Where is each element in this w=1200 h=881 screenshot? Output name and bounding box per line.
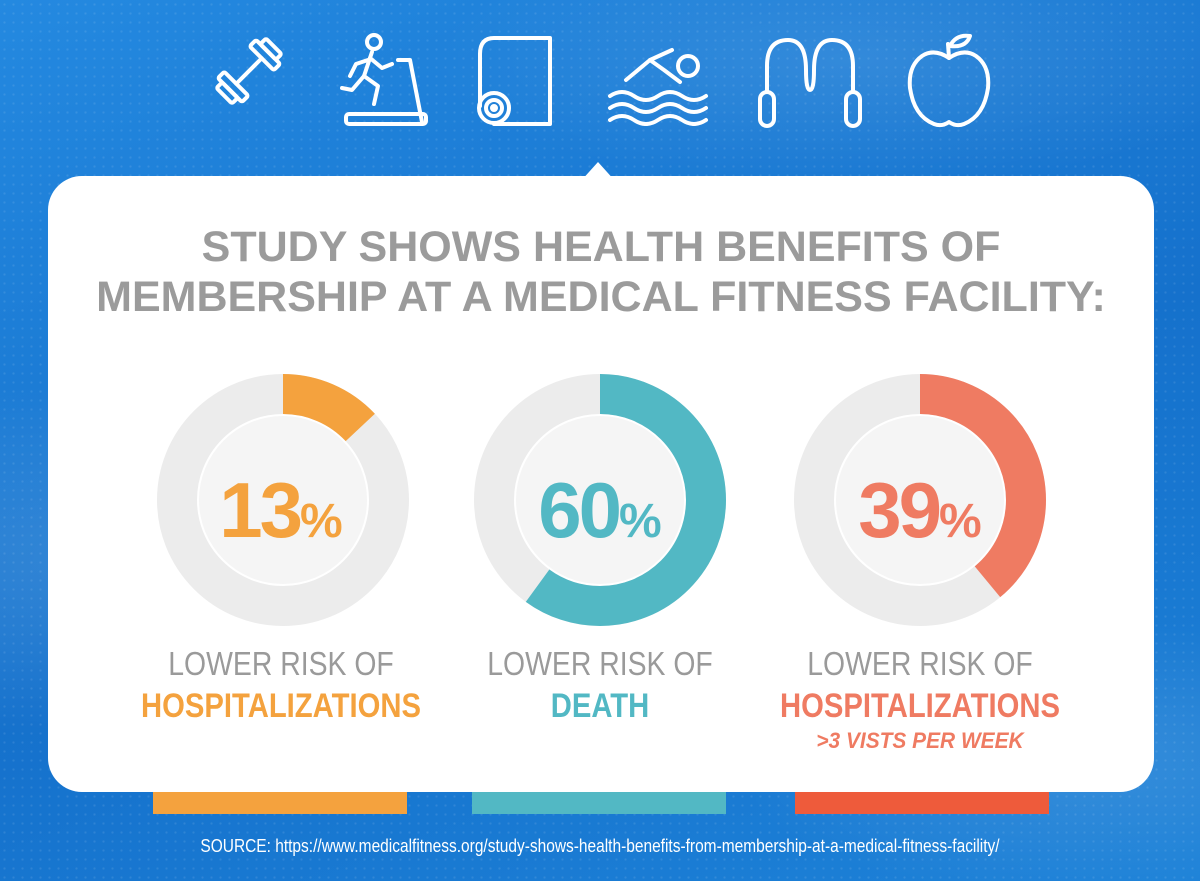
title-line-1: STUDY SHOWS HEALTH BENEFITS OF xyxy=(201,223,1001,271)
swimmer-icon xyxy=(608,48,708,126)
donut-chart xyxy=(474,374,726,626)
stat-hospitalizations-frequent: 39% LOWER RISK OF HOSPITALIZATIONS >3 VI… xyxy=(780,372,1122,792)
stat-death: 60% LOWER RISK OF DEATH xyxy=(472,372,802,792)
icon-row xyxy=(0,30,1200,140)
donut-chart xyxy=(794,374,1046,626)
stat-percentage: 13% xyxy=(116,460,446,560)
dumbbell-icon xyxy=(215,37,283,105)
stat-label-line1: LOWER RISK OF xyxy=(168,645,394,682)
jump-rope-icon xyxy=(758,38,862,128)
stat-percentage: 60% xyxy=(435,460,765,560)
stat-number: 60 xyxy=(538,466,622,554)
stat-number: 39 xyxy=(858,466,942,554)
yoga-mat-icon xyxy=(477,36,552,126)
stat-label-line2: DEATH xyxy=(550,687,650,725)
donut-chart xyxy=(157,374,409,626)
stat-hospitalizations: 13% LOWER RISK OF HOSPITALIZATIONS xyxy=(141,372,483,792)
apple-icon xyxy=(907,33,991,128)
donut-arc xyxy=(474,374,726,626)
page-title: STUDY SHOWS HEALTH BENEFITS OF MEMBERSHI… xyxy=(48,222,1154,322)
title-line-2: MEMBERSHIP AT A MEDICAL FITNESS FACILITY… xyxy=(96,273,1106,321)
percent-sign: % xyxy=(939,495,982,548)
percent-sign: % xyxy=(619,495,662,548)
stat-label-line2: HOSPITALIZATIONS xyxy=(141,687,421,725)
stat-number: 13 xyxy=(219,466,303,554)
stat-label-line3: >3 VISTS PER WEEK xyxy=(816,728,1024,753)
source-citation: SOURCE: https://www.medicalfitness.org/s… xyxy=(200,836,1000,856)
stat-label-line2: HOSPITALIZATIONS xyxy=(780,687,1060,725)
donut-center xyxy=(199,416,367,584)
treadmill-icon xyxy=(340,33,428,126)
stat-label-line1: LOWER RISK OF xyxy=(807,645,1033,682)
percent-sign: % xyxy=(300,495,343,548)
stat-label-line1: LOWER RISK OF xyxy=(487,645,713,682)
teal-bar xyxy=(472,791,726,814)
donut-arc xyxy=(794,374,1046,626)
donut-arc xyxy=(157,374,409,626)
orange-bar xyxy=(153,791,407,814)
donut-center xyxy=(516,416,684,584)
coral-bar xyxy=(795,791,1049,814)
donut-center xyxy=(836,416,1004,584)
stat-percentage: 39% xyxy=(755,460,1085,560)
